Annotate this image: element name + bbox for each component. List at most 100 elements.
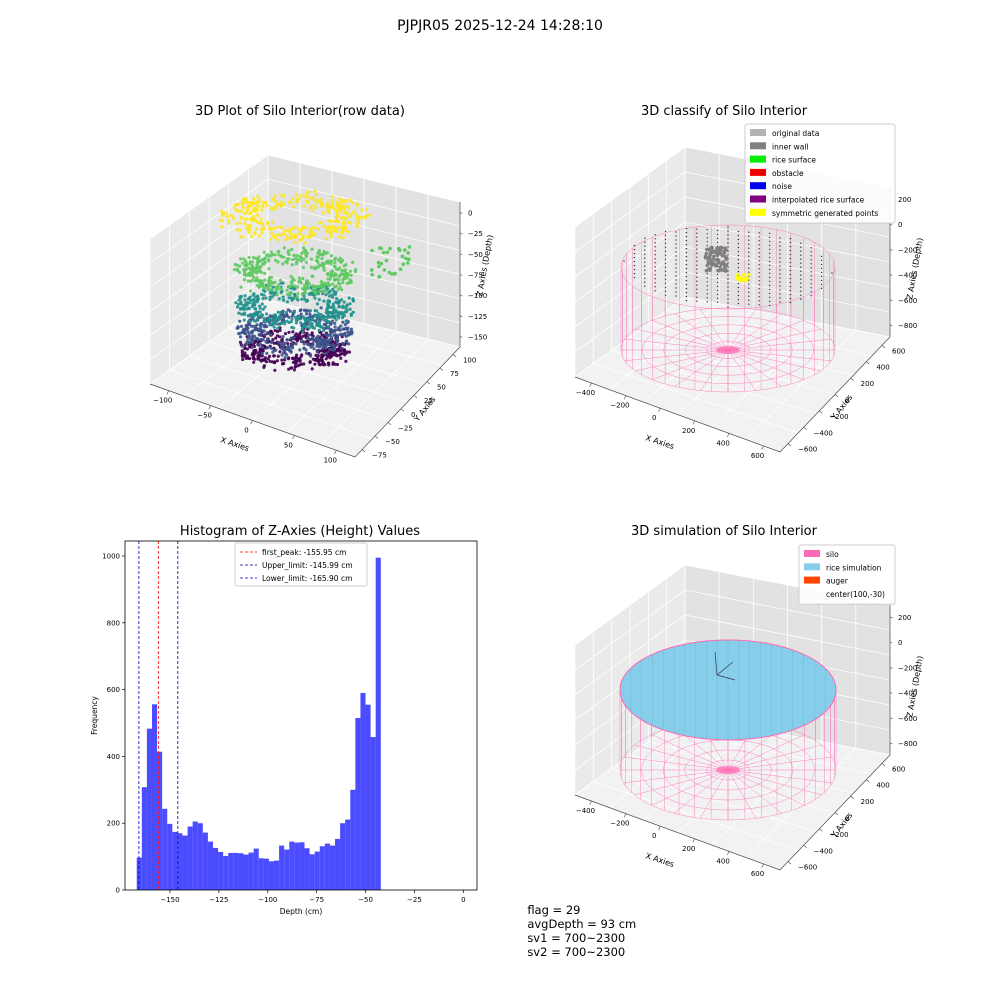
p2-surface-point (748, 295, 750, 297)
p1-point (377, 264, 381, 269)
p1-point (311, 208, 315, 212)
p1-point (245, 328, 249, 332)
p1-point (341, 280, 345, 284)
p1-point (291, 330, 295, 334)
p1-point (329, 322, 333, 326)
p1-y-tick (374, 435, 379, 439)
p2-surface-point (696, 296, 698, 298)
p1-point (309, 265, 313, 269)
p1-point (298, 255, 302, 259)
p2-surface-point (810, 267, 812, 269)
p2-surface-point (737, 250, 740, 253)
p1-zlabel: Z Axies (Depth) (475, 234, 495, 297)
p4-legend-label: center(100,-30) (826, 590, 885, 599)
p1-point (335, 200, 339, 204)
p1-point (322, 266, 326, 270)
p2-surface-point (820, 271, 823, 274)
p1-point (314, 206, 318, 210)
p1-point (274, 226, 278, 230)
p1-point (266, 346, 270, 350)
p1-point (335, 334, 339, 338)
p1-point (287, 330, 291, 334)
p2-surface-point (800, 290, 802, 292)
p1-point (245, 200, 249, 204)
p2-surface-point (685, 267, 688, 270)
p3-legend-label: Lower_limit: -165.90 cm (262, 574, 352, 583)
p1-point (305, 308, 309, 312)
p1-point (243, 331, 247, 335)
p1-point (299, 259, 303, 263)
p1-point (322, 329, 326, 333)
p2-surface-point (810, 291, 812, 293)
p1-point (235, 267, 240, 271)
p1-point (292, 368, 296, 372)
p1-point (260, 283, 264, 287)
p2-surface-point (706, 241, 708, 243)
p3-bar (182, 835, 188, 890)
p1-point (331, 202, 335, 206)
p1-point (313, 362, 317, 366)
p1-point (246, 223, 250, 227)
p1-point (322, 281, 326, 285)
p1-point (277, 340, 281, 344)
p1-point (291, 297, 296, 301)
p1-point (287, 347, 291, 351)
p2-surface-point (664, 274, 667, 277)
p2-surface-point (800, 270, 802, 272)
p1-point (288, 236, 292, 240)
p1-point (340, 230, 344, 235)
p1-point (339, 273, 343, 277)
p2-surface-point (727, 250, 729, 252)
axis-floor-edges (574, 336, 891, 453)
p1-point (302, 342, 306, 346)
p1-point (326, 203, 330, 207)
p3-bar (172, 831, 178, 890)
p1-point (243, 271, 247, 275)
p1-y-tick-label: 0 (411, 411, 415, 419)
p1-point (260, 345, 265, 349)
p1-point (327, 314, 331, 318)
p1-point (302, 250, 306, 254)
p1-z-tick-label: 0 (468, 210, 472, 218)
p1-point (271, 317, 275, 321)
p1-point (280, 193, 284, 198)
p1-point (263, 356, 267, 360)
p1-point (250, 345, 255, 349)
p1-point (314, 292, 318, 296)
p1-point (347, 342, 351, 346)
p4-z-tick (889, 667, 893, 669)
p1-z-tick-label: −50 (468, 251, 483, 259)
p1-point (323, 344, 327, 348)
p2-inner-wall-point (716, 258, 721, 262)
p2-surface-point (737, 234, 740, 237)
p1-point (232, 268, 237, 272)
plot3-histogram: −150 −125 −100 −75 −50 −25 0 0 200 400 600 800 1000 D… (90, 540, 478, 916)
p1-point (316, 198, 320, 202)
p3-bar (294, 842, 300, 890)
p2-surface-point (654, 270, 656, 272)
p1-point (255, 323, 259, 327)
p1-point (264, 296, 268, 300)
p2-surface-point (810, 259, 812, 261)
p2-legend-swatch (750, 142, 766, 150)
p2-y-tick (881, 345, 886, 348)
p2-inner-wall-point (719, 252, 723, 256)
p1-point (332, 225, 337, 230)
p2-surface-point (779, 261, 781, 263)
p1-point (318, 252, 322, 257)
p1-point (278, 335, 282, 339)
p1-point (286, 342, 290, 346)
p2-surface-point (675, 287, 677, 289)
p1-point (330, 336, 334, 340)
p1-point (226, 218, 231, 222)
p1-point (319, 331, 323, 335)
p2-surface-point (789, 293, 792, 296)
p1-point (349, 327, 353, 331)
p2-legend-label: noise (772, 182, 792, 191)
p2-z-tick-label: −200 (898, 246, 917, 254)
p3-bar (279, 845, 285, 890)
p3-frame (124, 540, 478, 891)
p2-x-tick (761, 445, 764, 450)
p1-point (343, 268, 348, 272)
p1-point (269, 288, 273, 292)
